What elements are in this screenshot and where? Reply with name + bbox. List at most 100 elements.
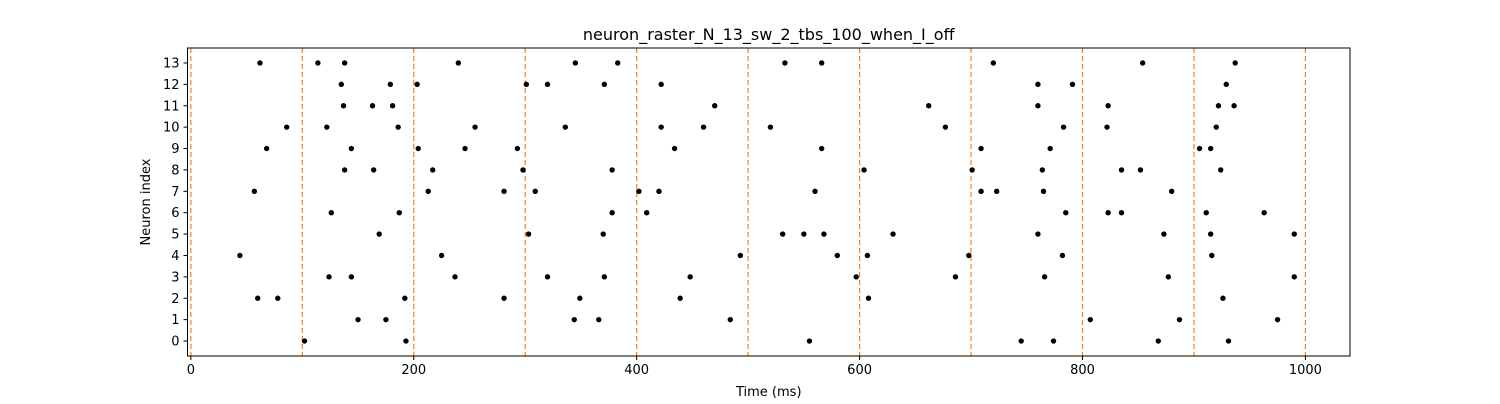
y-tick-label: 3 [171,270,179,285]
x-tick-label: 1000 [1289,363,1322,378]
y-tick-label: 1 [171,313,179,328]
spike-marker [737,252,744,259]
spike-marker [338,81,345,88]
y-tick-label: 11 [163,99,180,114]
spike-marker [348,145,355,152]
spike-marker [861,167,867,173]
spike-marker [644,209,650,216]
spike-marker [577,295,583,301]
spike-marker [462,145,468,152]
spike-marker [1196,145,1203,152]
spike-marker [387,81,394,88]
spike-marker [1232,60,1238,66]
chart-title: neuron_raster_N_13_sw_2_tbs_100_when_I_o… [583,25,956,45]
spike-marker [1118,209,1125,216]
spike-marker [853,274,859,280]
spike-marker [609,167,615,173]
spike-marker [601,274,608,280]
spike-marker [251,188,258,195]
x-axis-ticks: 0 200 400 600 800 1000 [187,356,1322,378]
spike-marker [1155,338,1161,344]
spike-marker [572,60,579,66]
spike-marker [1087,316,1094,323]
spike-marker [340,103,347,109]
spike-marker [283,124,290,130]
spike-marker [1059,252,1066,259]
spike-marker [1209,252,1215,259]
spike-marker [452,274,458,280]
spike-marker [711,103,718,109]
spike-marker [562,124,569,130]
spike-marker [1218,167,1224,173]
y-tick-label: 8 [171,163,179,178]
spike-marker [501,295,507,301]
spike-marker [301,338,308,344]
spike-marker [355,316,361,323]
spike-marker [658,124,664,130]
spike-marker [727,316,733,323]
spike-marker [864,252,871,259]
spike-marker [1040,188,1047,195]
y-tick-label: 7 [171,185,179,200]
spike-marker [1161,231,1167,237]
spike-marker [501,188,507,195]
spike-marker [1207,231,1214,237]
spike-marker [1060,124,1067,130]
spike-marker [1047,145,1053,152]
y-tick-label: 4 [171,249,179,264]
spike-marker [942,124,949,130]
spike-marker [1035,231,1041,237]
spike-marker [990,60,997,66]
spike-marker [1223,81,1229,88]
spike-marker [472,124,478,130]
spike-marker [425,188,431,195]
spike-marker [1176,316,1183,323]
y-tick-label: 10 [163,121,180,136]
spike-marker [1035,81,1041,88]
spike-marker [801,231,807,237]
spike-marker [993,188,1000,195]
spike-marker [1168,188,1175,195]
spike-marker [1203,209,1209,216]
trial-boundary-lines [190,48,1307,356]
spike-marker [818,60,825,66]
spike-marker [966,252,972,259]
y-tick-label: 9 [171,142,179,157]
spike-marker [402,295,408,301]
y-axis-label: Neuron index [139,158,154,245]
spike-marker [1039,167,1046,173]
spike-marker [812,188,818,195]
spike-marker [834,252,840,259]
spike-marker [544,274,551,280]
spike-marker [1105,209,1111,216]
spike-marker [255,295,261,301]
plot-frame [187,47,1351,357]
y-tick-label: 13 [163,56,180,71]
spike-marker [523,81,530,88]
spike-marker [328,209,334,216]
spike-marker [341,167,348,173]
y-tick-label: 5 [171,228,179,243]
spike-marker [1139,60,1146,66]
x-tick-label: 800 [1070,363,1095,378]
spike-marker [438,252,445,259]
spike-marker [237,252,243,259]
spike-marker [430,167,436,173]
spike-marker [532,188,538,195]
spike-marker [1261,209,1267,216]
spike-marker [1069,81,1076,88]
spike-marker [414,81,420,88]
spike-marker [315,60,321,66]
spike-marker [1063,209,1069,216]
spike-marker [818,145,825,152]
spike-marker [263,145,270,152]
spike-marker [1105,103,1111,109]
spike-marker [615,60,621,66]
spike-marker [520,167,526,173]
spike-marker [1207,145,1214,152]
x-tick-label: 200 [401,363,426,378]
spike-marker [383,316,389,323]
